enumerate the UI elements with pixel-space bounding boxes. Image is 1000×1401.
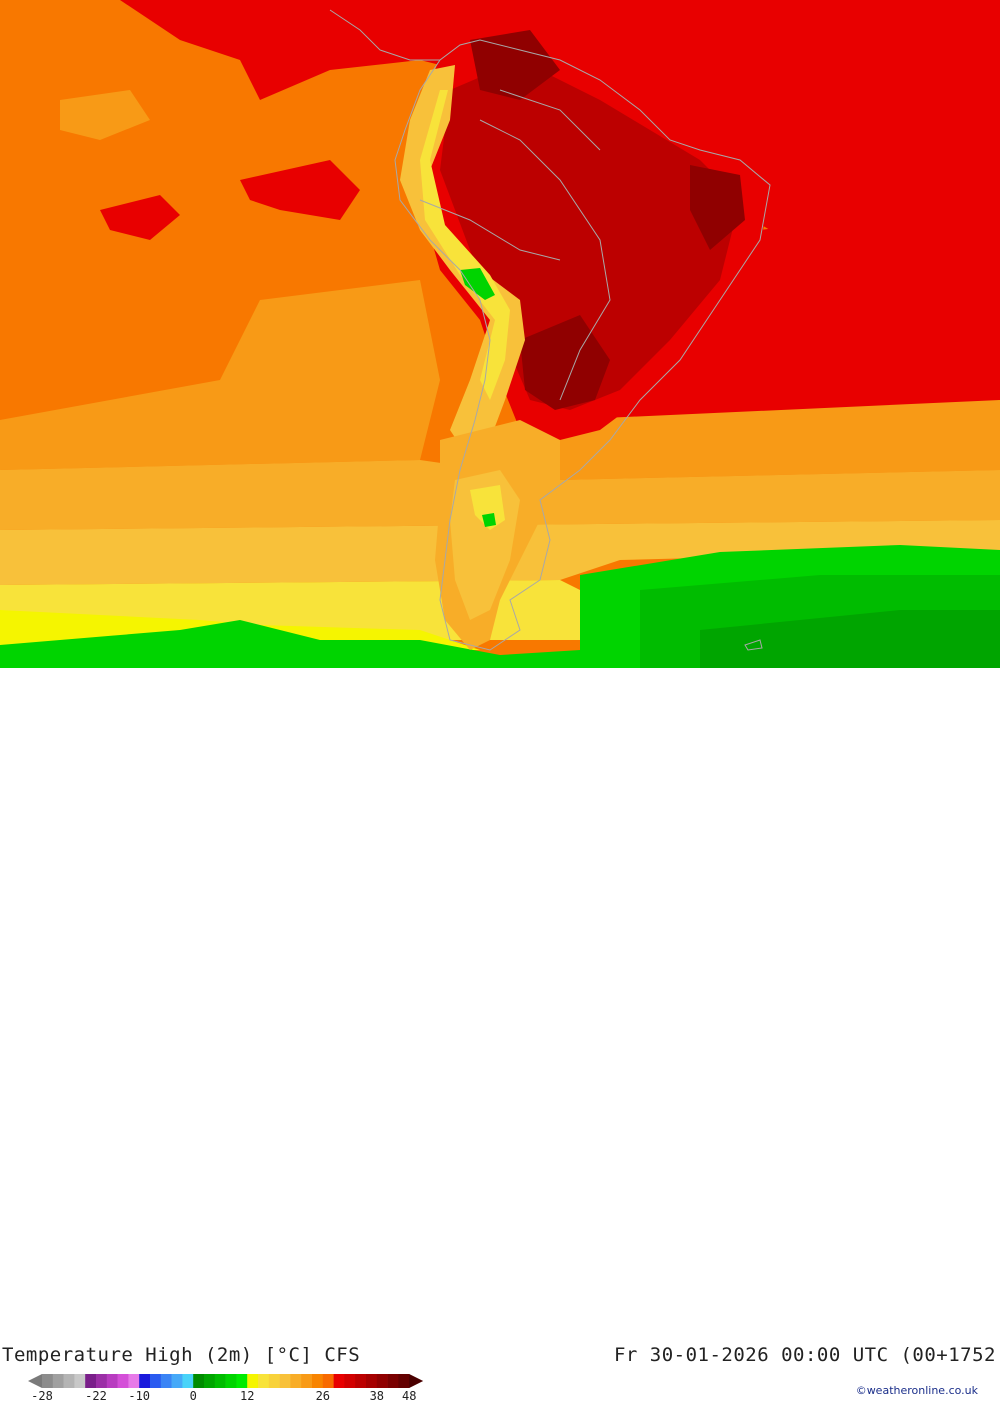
scale-swatch [182, 1374, 194, 1388]
scale-swatch [366, 1374, 378, 1388]
scale-swatch [139, 1374, 151, 1388]
scale-swatch [74, 1374, 86, 1388]
border-inner-3 [499, 89, 601, 151]
scale-swatch [96, 1374, 108, 1388]
continent-hottest [470, 30, 560, 100]
scale-swatch [398, 1374, 410, 1388]
scale-swatch [376, 1374, 388, 1388]
scale-swatch [171, 1374, 183, 1388]
altiplano-green [460, 268, 495, 300]
forecast-timestamp: Fr 30-01-2026 00:00 UTC (00+1752 [613, 1344, 996, 1366]
green-dark-region [700, 610, 1000, 668]
scale-swatch [333, 1374, 345, 1388]
map-title: Temperature High (2m) [°C] CFS [2, 1344, 361, 1366]
patagonia-yellow [470, 485, 505, 530]
scale-swatch [128, 1374, 140, 1388]
scale-swatch [42, 1374, 54, 1388]
credit-link[interactable]: ©weatheronline.co.uk [855, 1384, 978, 1397]
color-scale-legend: -28 -22 -10 0 12 26 38 48 [28, 1374, 424, 1401]
border-inner-2 [419, 199, 561, 261]
pacific-red-patch [240, 160, 360, 220]
patch-light-1 [60, 90, 150, 140]
ocean-light-band [0, 280, 440, 470]
scale-swatch [117, 1374, 129, 1388]
patagonia-green [482, 513, 496, 527]
scale-swatch [63, 1374, 75, 1388]
scale-swatch [355, 1374, 367, 1388]
scale-swatch [290, 1374, 302, 1388]
pacific-red-patch-west [100, 195, 180, 240]
continent-hottest-east [690, 165, 745, 250]
scale-swatch [258, 1374, 270, 1388]
scale-swatch [387, 1374, 399, 1388]
scale-swatch [301, 1374, 313, 1388]
falklands [744, 639, 763, 651]
continent-hottest-center [520, 315, 610, 410]
scale-tick-label: 12 [240, 1389, 254, 1401]
scale-tick-label: -22 [85, 1389, 107, 1401]
scale-swatch [312, 1374, 324, 1388]
scale-swatch [106, 1374, 118, 1388]
temperature-map [0, 0, 1000, 668]
scale-swatch [225, 1374, 237, 1388]
map-footer: Temperature High (2m) [°C] CFS Fr 30-01-… [0, 668, 1000, 1401]
central-america [329, 9, 440, 61]
border-inner-1 [479, 119, 611, 401]
scale-swatch [204, 1374, 216, 1388]
scale-swatch [52, 1374, 64, 1388]
scale-swatch [322, 1374, 334, 1388]
scale-swatch [150, 1374, 162, 1388]
scale-swatch [214, 1374, 226, 1388]
scale-tick-label: 0 [190, 1389, 197, 1401]
scale-tick-label: 26 [316, 1389, 330, 1401]
scale-arrow-left [28, 1374, 42, 1388]
atlantic-light-band [560, 400, 1000, 480]
scale-swatch [279, 1374, 291, 1388]
coastline [394, 39, 771, 651]
green-southwest [0, 620, 580, 668]
andes-core [420, 90, 510, 400]
scale-arrow-right [409, 1374, 424, 1388]
scale-swatch [344, 1374, 356, 1388]
scale-swatch [85, 1374, 97, 1388]
scale-swatch [193, 1374, 205, 1388]
scale-swatch [247, 1374, 259, 1388]
north-red-region [120, 0, 1000, 330]
scale-tick-label: -28 [31, 1389, 53, 1401]
scale-swatch [236, 1374, 248, 1388]
scale-swatch [268, 1374, 280, 1388]
scale-tick-label: 48 [402, 1389, 416, 1401]
scale-tick-label: -10 [128, 1389, 150, 1401]
scale-tick-label: 38 [370, 1389, 384, 1401]
scale-swatch [160, 1374, 172, 1388]
